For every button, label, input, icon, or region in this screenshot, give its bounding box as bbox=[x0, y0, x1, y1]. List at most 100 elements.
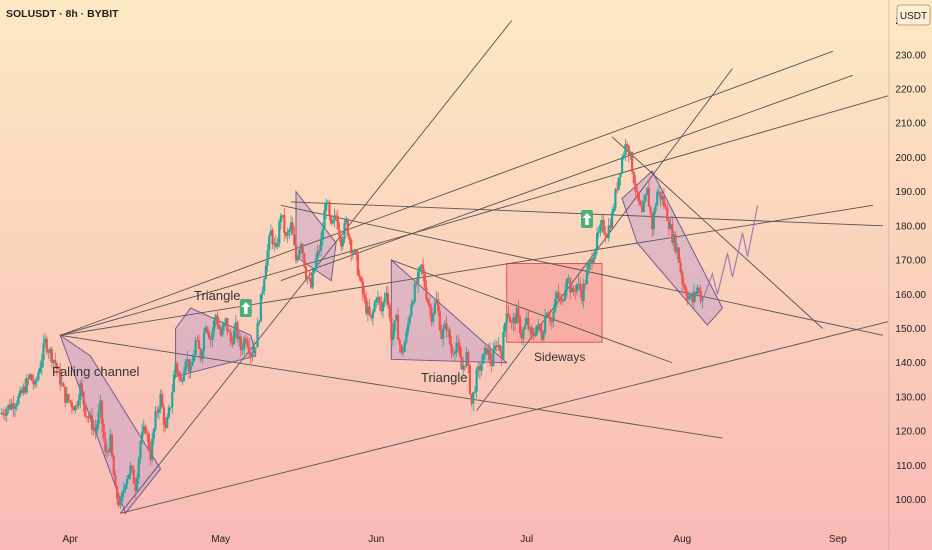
candle bbox=[522, 326, 525, 346]
candle bbox=[483, 345, 487, 360]
candle bbox=[23, 378, 27, 395]
candle bbox=[564, 282, 567, 302]
candle bbox=[697, 286, 701, 294]
candle bbox=[477, 361, 480, 378]
candle bbox=[646, 187, 649, 196]
candle bbox=[326, 199, 329, 205]
time-tick-label: May bbox=[211, 534, 230, 545]
label-triangle-2: Triangle bbox=[421, 370, 467, 385]
price-tick-label: 210.00 bbox=[895, 119, 926, 130]
candle bbox=[15, 400, 18, 412]
candle bbox=[80, 377, 84, 395]
candle bbox=[217, 317, 221, 330]
candle bbox=[283, 208, 286, 242]
candle bbox=[186, 351, 189, 370]
candle bbox=[298, 248, 301, 260]
candle bbox=[664, 202, 667, 211]
candle bbox=[612, 203, 615, 215]
candle bbox=[340, 234, 343, 252]
candle bbox=[259, 294, 262, 322]
candle bbox=[406, 317, 410, 337]
price-tick-label: 220.00 bbox=[895, 84, 926, 95]
candle bbox=[216, 310, 219, 329]
candle bbox=[171, 383, 174, 415]
candle bbox=[253, 339, 256, 354]
candle bbox=[162, 403, 165, 433]
price-tick-label: 170.00 bbox=[895, 256, 926, 267]
candle bbox=[641, 199, 644, 213]
candle bbox=[34, 377, 37, 389]
candle bbox=[115, 484, 119, 505]
candle bbox=[580, 284, 584, 305]
candle bbox=[452, 347, 455, 357]
candle bbox=[137, 456, 140, 484]
candle bbox=[490, 353, 493, 373]
candle bbox=[338, 222, 341, 243]
currency-badge-bg bbox=[896, 4, 931, 26]
candle bbox=[142, 419, 145, 436]
candle bbox=[515, 304, 518, 324]
candle bbox=[248, 338, 251, 359]
candle bbox=[42, 335, 45, 368]
candle bbox=[212, 317, 216, 338]
candle bbox=[92, 420, 95, 436]
candle bbox=[228, 328, 231, 333]
trendline-1 bbox=[60, 95, 889, 336]
candle bbox=[49, 346, 52, 362]
candle bbox=[437, 292, 440, 316]
candle bbox=[124, 483, 127, 494]
currency-badge[interactable]: USDT bbox=[896, 4, 931, 26]
candle bbox=[423, 269, 426, 290]
price-axis[interactable]: 240.00230.00220.00210.00200.00190.00180.… bbox=[888, 0, 926, 550]
candle bbox=[487, 343, 490, 361]
candle bbox=[129, 461, 132, 480]
trendline-10 bbox=[391, 259, 673, 364]
candle bbox=[39, 361, 42, 374]
candle bbox=[657, 185, 660, 196]
label-falling-channel: Falling channel bbox=[52, 364, 140, 379]
candle bbox=[649, 205, 652, 218]
candle bbox=[651, 211, 654, 237]
candle bbox=[671, 215, 674, 246]
candle bbox=[405, 327, 408, 345]
candle bbox=[607, 218, 610, 242]
candle bbox=[136, 472, 139, 494]
buy-arrow-icon bbox=[580, 210, 593, 229]
candle bbox=[64, 386, 67, 408]
candle bbox=[597, 225, 600, 238]
candle bbox=[478, 361, 482, 380]
candle bbox=[331, 219, 334, 225]
candle bbox=[161, 390, 164, 408]
candle bbox=[20, 387, 23, 395]
candle bbox=[243, 335, 246, 355]
candle bbox=[386, 285, 390, 309]
candle bbox=[47, 348, 50, 359]
candle bbox=[510, 319, 513, 330]
candle bbox=[370, 314, 373, 322]
candle bbox=[13, 402, 17, 417]
time-tick-label: Aug bbox=[673, 534, 691, 545]
candle bbox=[284, 231, 288, 239]
candle bbox=[637, 191, 640, 206]
candle bbox=[488, 342, 492, 367]
candle bbox=[244, 334, 247, 345]
candle bbox=[396, 308, 400, 340]
candle bbox=[692, 283, 696, 309]
candle bbox=[67, 393, 70, 403]
candle bbox=[154, 405, 157, 432]
candle bbox=[672, 231, 676, 251]
candle bbox=[524, 317, 527, 330]
candle bbox=[505, 312, 508, 331]
candle bbox=[348, 233, 351, 245]
candle bbox=[570, 282, 574, 293]
candle bbox=[368, 298, 371, 317]
candle bbox=[587, 260, 590, 276]
candle bbox=[291, 217, 294, 236]
candle bbox=[639, 199, 642, 207]
time-tick-label: Sep bbox=[829, 534, 847, 545]
candle bbox=[535, 325, 538, 337]
candle bbox=[176, 361, 179, 377]
time-axis[interactable]: Apr May Jun Jul Aug Sep bbox=[62, 534, 847, 545]
candle bbox=[458, 338, 461, 359]
